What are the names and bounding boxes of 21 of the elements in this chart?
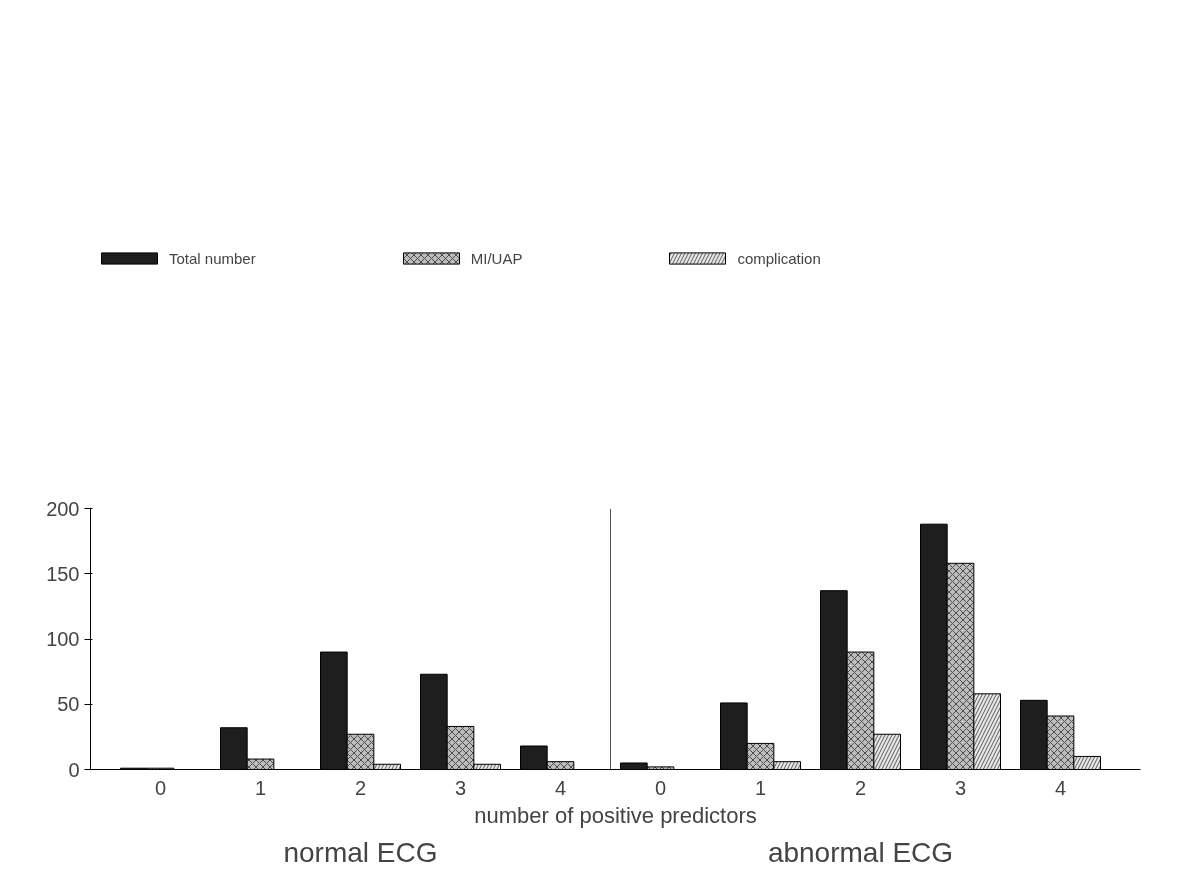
x-tick-label: 3 [454, 776, 467, 799]
text: abnormal ECG [767, 836, 954, 868]
y-tick-label: 150 [46, 562, 80, 585]
y-tick-label: 50 [57, 693, 80, 716]
y-tick-label: 200 [46, 497, 80, 520]
x-tick-label: 2 [354, 776, 367, 799]
x-tick-label: 3 [954, 776, 967, 799]
legend-label: complication [737, 249, 821, 267]
x-tick-label: 0 [154, 776, 167, 799]
x-tick-label: 0 [654, 776, 667, 799]
x-tick-label: 1 [754, 776, 767, 799]
text: normal ECG [283, 836, 438, 868]
y-tick-label: 0 [68, 758, 80, 781]
x-tick-label: 4 [1054, 776, 1067, 799]
x-tick-label: 1 [254, 776, 267, 799]
legend-label: Total number [169, 249, 256, 267]
x-tick-label: 4 [554, 776, 567, 799]
y-tick-label: 100 [46, 628, 80, 650]
x-axis-title: number of positive predictors [474, 802, 757, 828]
legend-label: MI/UAP [470, 249, 523, 267]
x-tick-label: 2 [854, 776, 867, 799]
